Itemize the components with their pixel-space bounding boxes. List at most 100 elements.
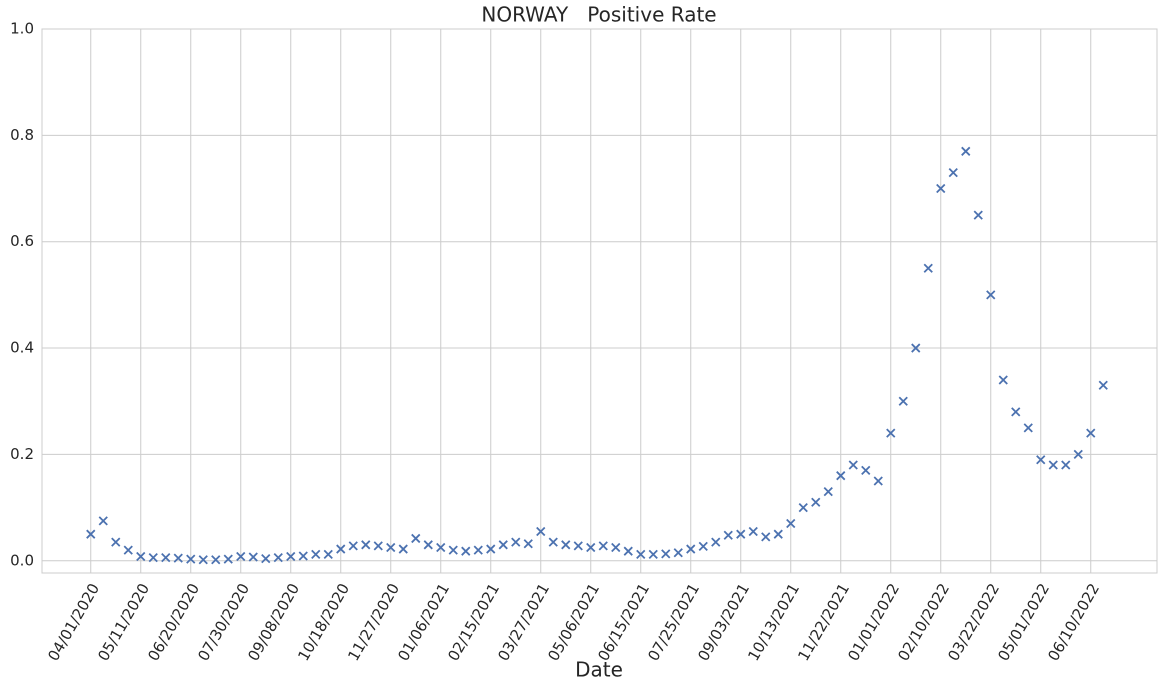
- x-tick-label: 06/20/2020: [144, 580, 203, 664]
- point: [223, 554, 233, 564]
- point: [823, 487, 833, 497]
- x-tick-label: 11/27/2020: [344, 580, 403, 664]
- point: [136, 551, 146, 562]
- point: [798, 502, 808, 513]
- x-tick-label: 07/25/2021: [644, 580, 703, 664]
- x-tick-label: 02/15/2021: [444, 580, 503, 664]
- point: [286, 551, 296, 562]
- point: [636, 549, 646, 560]
- point: [461, 546, 471, 556]
- point: [586, 542, 596, 553]
- point: [661, 549, 671, 559]
- point: [261, 554, 271, 564]
- point: [811, 497, 821, 507]
- point: [748, 526, 758, 537]
- point: [1048, 460, 1058, 470]
- point: [498, 540, 508, 550]
- x-tick-label: 04/01/2020: [44, 580, 103, 664]
- point: [673, 548, 683, 558]
- point: [436, 542, 446, 553]
- y-tick-label: 0.2: [10, 445, 34, 463]
- point: [373, 541, 383, 551]
- y-tick-label: 1.0: [10, 20, 34, 38]
- point: [473, 545, 483, 555]
- point: [848, 460, 858, 470]
- point: [936, 183, 946, 194]
- point: [198, 555, 208, 565]
- x-tick-label: 09/03/2021: [694, 580, 753, 664]
- point: [698, 541, 708, 552]
- point: [561, 540, 571, 550]
- point: [148, 552, 158, 563]
- point: [323, 549, 333, 560]
- point: [998, 375, 1008, 385]
- point: [1086, 428, 1096, 438]
- point: [873, 476, 883, 486]
- point: [386, 542, 396, 553]
- x-tick-label: 01/01/2022: [844, 580, 903, 664]
- point: [786, 518, 796, 529]
- point: [836, 471, 846, 481]
- y-tick-label: 0.6: [10, 232, 34, 250]
- point: [361, 540, 371, 550]
- y-tick-label: 0.4: [10, 339, 34, 357]
- point: [736, 529, 746, 539]
- point: [648, 549, 658, 560]
- point: [948, 167, 958, 178]
- point: [398, 544, 408, 554]
- point: [98, 516, 108, 526]
- point: [211, 555, 221, 565]
- chart-title: NORWAY Positive Rate: [481, 3, 716, 27]
- x-tick-label: 05/01/2022: [994, 580, 1053, 664]
- point: [773, 529, 783, 539]
- x-tick-label: 06/15/2021: [594, 580, 653, 664]
- x-tick-label: 10/18/2020: [294, 580, 353, 664]
- point: [273, 552, 283, 563]
- point: [886, 428, 896, 438]
- x-tick-label: 05/06/2021: [544, 580, 603, 664]
- point: [986, 290, 996, 300]
- point: [1011, 407, 1021, 417]
- point: [348, 541, 358, 551]
- x-tick-label: 09/08/2020: [244, 580, 303, 664]
- point: [111, 537, 121, 547]
- y-tick-label: 0.0: [10, 551, 34, 569]
- y-tick-label: 0.8: [10, 126, 34, 144]
- x-tick-label: 02/10/2022: [894, 580, 953, 664]
- point: [686, 544, 696, 554]
- point: [123, 545, 133, 555]
- point: [573, 541, 583, 551]
- point: [536, 526, 546, 537]
- point: [423, 540, 433, 550]
- point: [523, 539, 533, 549]
- point: [723, 530, 733, 540]
- point: [861, 465, 871, 476]
- x-tick-label: 06/10/2022: [1044, 580, 1103, 664]
- point: [248, 552, 258, 562]
- point: [973, 210, 983, 220]
- point: [1023, 423, 1033, 433]
- point: [961, 146, 971, 156]
- point: [911, 343, 921, 353]
- point: [486, 544, 496, 554]
- x-tick-label: 07/30/2020: [194, 580, 253, 664]
- point: [1036, 455, 1046, 465]
- point: [173, 553, 183, 563]
- x-tick-label: 03/27/2021: [494, 580, 553, 664]
- point: [336, 544, 346, 554]
- point: [761, 532, 771, 542]
- point: [161, 552, 171, 563]
- point: [623, 546, 633, 556]
- point: [923, 263, 933, 273]
- point: [86, 529, 96, 539]
- x-tick-label: 03/22/2022: [944, 580, 1003, 664]
- x-tick-label: 11/22/2021: [794, 580, 853, 664]
- point: [1073, 449, 1083, 460]
- point: [236, 551, 246, 562]
- point: [186, 554, 196, 564]
- point: [898, 396, 908, 406]
- point: [298, 551, 308, 561]
- plot-frame: [41, 28, 1158, 574]
- x-tick-label: 05/11/2020: [94, 580, 153, 664]
- point: [448, 545, 458, 555]
